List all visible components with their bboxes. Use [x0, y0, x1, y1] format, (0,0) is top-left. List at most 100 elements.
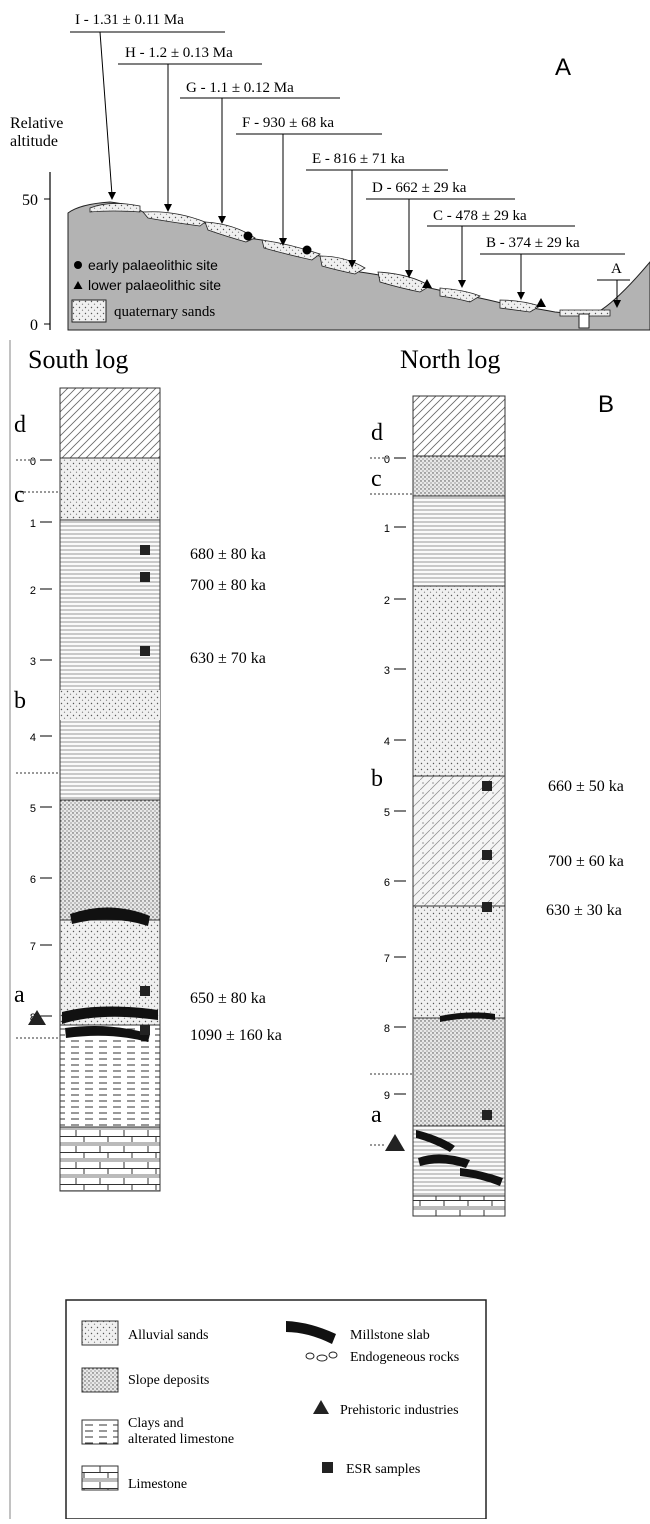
terrace-sand-G: [204, 221, 256, 243]
north-ages: 660 ± 50 ka 700 ± 60 ka 630 ± 30 ka: [546, 778, 624, 919]
slope-swatch: [81, 1367, 119, 1393]
svg-text:b: b: [14, 688, 26, 714]
south-unit-labels: d c b a: [14, 412, 26, 1008]
panel-a: A Relative altitude 50 0 I - 1.31 ± 0.11…: [10, 12, 650, 334]
legend-esr: ESR samples: [346, 1462, 420, 1477]
millstone-icon: [286, 1321, 336, 1344]
south-depth-axis: 0 1 2 3 4 5 6 7 8: [16, 456, 58, 1039]
svg-text:1: 1: [30, 518, 36, 530]
svg-text:2: 2: [384, 595, 390, 607]
industries-icon: [313, 1400, 329, 1414]
endogeneous-rocks-icon: [305, 1351, 338, 1362]
north-industry-marker: [385, 1134, 405, 1151]
early-site-marker: [243, 231, 253, 241]
svg-text:7: 7: [384, 953, 390, 965]
legend-limestone: Limestone: [128, 1477, 187, 1492]
panel-b-letter: B: [598, 391, 614, 418]
legend-endogeneous: Endogeneous rocks: [350, 1350, 459, 1365]
svg-text:c: c: [14, 482, 25, 508]
terrace-label-G: G - 1.1 ± 0.12 Ma: [180, 80, 340, 224]
svg-text:5: 5: [30, 803, 36, 815]
esr-icon: [322, 1462, 333, 1473]
south-log-title: South log: [28, 345, 128, 374]
y-tick-label-50: 50: [22, 192, 38, 209]
early-site-icon: [74, 261, 82, 269]
svg-text:630 ± 30 ka: 630 ± 30 ka: [546, 902, 622, 919]
svg-text:650 ± 80 ka: 650 ± 80 ka: [190, 990, 266, 1007]
terrace-label-A: A: [597, 261, 630, 308]
terrace-sand-A: [559, 309, 611, 317]
panel-b-legend: Alluvial sands Slope deposits Clays and …: [65, 1299, 487, 1520]
svg-text:700 ± 60 ka: 700 ± 60 ka: [548, 853, 624, 870]
river-channel: [578, 313, 590, 329]
legend-slope: Slope deposits: [128, 1373, 209, 1388]
panel-b: B South log North log 0 1: [9, 340, 624, 1520]
svg-text:F - 930 ± 68 ka: F - 930 ± 68 ka: [242, 115, 334, 131]
svg-text:a: a: [14, 982, 25, 1008]
svg-text:680 ± 80 ka: 680 ± 80 ka: [190, 546, 266, 563]
svg-text:E - 816 ± 71 ka: E - 816 ± 71 ka: [312, 151, 405, 167]
legend-clays-1: Clays and: [128, 1416, 184, 1431]
terrace-label-C: C - 478 ± 29 ka: [427, 208, 575, 288]
svg-text:6: 6: [384, 877, 390, 889]
limestone-swatch: [81, 1465, 119, 1491]
svg-text:G - 1.1 ± 0.12 Ma: G - 1.1 ± 0.12 Ma: [186, 80, 294, 96]
svg-text:9: 9: [384, 1090, 390, 1102]
svg-text:d: d: [14, 412, 26, 438]
svg-text:660 ± 50 ka: 660 ± 50 ka: [548, 778, 624, 795]
legend-millstone: Millstone slab: [350, 1328, 430, 1343]
y-axis-title-1: Relative: [10, 115, 63, 132]
svg-text:A: A: [611, 261, 622, 277]
svg-text:8: 8: [384, 1023, 390, 1035]
svg-text:D - 662 ± 29 ka: D - 662 ± 29 ka: [372, 180, 467, 196]
svg-text:1090 ± 160 ka: 1090 ± 160 ka: [190, 1027, 282, 1044]
terrace-label-B: B - 374 ± 29 ka: [480, 235, 625, 300]
north-depth-axis: 0 1 2 3 4 5 6 7 8 9: [370, 454, 412, 1146]
north-log-column: [412, 395, 506, 1217]
legend-lower-site: lower palaeolithic site: [88, 277, 221, 293]
panel-a-legend: early palaeolithic site lower palaeolith…: [71, 257, 221, 323]
svg-text:4: 4: [384, 736, 390, 748]
north-unit-labels: d c b a: [371, 420, 383, 1128]
legend-sands: quaternary sands: [114, 304, 215, 320]
svg-text:0: 0: [384, 454, 390, 466]
svg-text:700 ± 80 ka: 700 ± 80 ka: [190, 577, 266, 594]
lower-site-marker: [536, 298, 546, 307]
sands-swatch: [71, 299, 107, 323]
legend-alluvial: Alluvial sands: [128, 1328, 209, 1343]
north-log-title: North log: [400, 345, 500, 374]
svg-text:c: c: [371, 466, 382, 492]
legend-clays-2: alterated limestone: [128, 1432, 234, 1447]
svg-text:3: 3: [384, 665, 390, 677]
legend-industries: Prehistoric industries: [340, 1403, 459, 1418]
clays-swatch: [81, 1419, 119, 1445]
terrace-label-E: E - 816 ± 71 ka: [306, 151, 448, 268]
south-industry-marker: [28, 1010, 46, 1025]
terrace-label-D: D - 662 ± 29 ka: [366, 180, 515, 278]
svg-text:d: d: [371, 420, 383, 446]
terrace-sand-C: [439, 287, 481, 303]
svg-text:2: 2: [30, 585, 36, 597]
svg-text:630 ± 70 ka: 630 ± 70 ka: [190, 650, 266, 667]
svg-text:B - 374 ± 29 ka: B - 374 ± 29 ka: [486, 235, 580, 251]
svg-text:5: 5: [384, 807, 390, 819]
terrace-sand-I: [89, 203, 141, 213]
alluvial-swatch: [81, 1320, 119, 1346]
svg-text:1: 1: [384, 523, 390, 535]
terrace-sand-B: [499, 299, 541, 313]
terrace-sand-E: [319, 255, 366, 275]
svg-text:b: b: [371, 766, 383, 792]
svg-text:4: 4: [30, 732, 36, 744]
terrace-sand-F: [261, 239, 321, 261]
south-ages: 680 ± 80 ka 700 ± 80 ka 630 ± 70 ka 650 …: [190, 546, 282, 1044]
svg-text:6: 6: [30, 874, 36, 886]
south-log-column: [59, 387, 161, 1192]
terrace-label-F: F - 930 ± 68 ka: [236, 115, 382, 246]
terrace-sand-D: [377, 271, 431, 293]
lower-site-icon: [73, 281, 83, 289]
terrace-label-H: H - 1.2 ± 0.13 Ma: [118, 45, 262, 212]
svg-text:C - 478 ± 29 ka: C - 478 ± 29 ka: [433, 208, 527, 224]
terrace-label-I: I - 1.31 ± 0.11 Ma: [70, 12, 225, 200]
early-site-marker: [302, 245, 312, 255]
